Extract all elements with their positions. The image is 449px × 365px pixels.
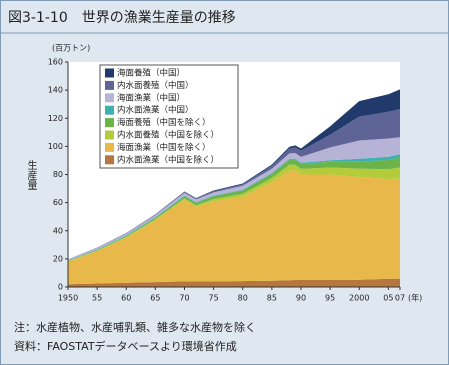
- x-tick-label: 70: [179, 294, 189, 303]
- x-tick-label: 2000: [349, 294, 369, 303]
- legend-label: 海面漁業（中国を除く）: [117, 142, 211, 153]
- legend-swatch: [105, 93, 114, 103]
- area: [68, 164, 400, 262]
- x-tick-label: 85: [267, 294, 277, 303]
- x-tick-label: 05: [383, 294, 393, 303]
- x-tick-label: 55: [92, 294, 102, 303]
- area: [68, 278, 400, 287]
- x-tick-label: 1950: [58, 294, 78, 303]
- legend-label: 内水面漁業（中国）: [117, 105, 194, 116]
- legend: 海面養殖（中国）内水面養殖（中国）海面漁業（中国） 内水面漁業（中国）海面養殖（中…: [99, 64, 239, 169]
- y-tick-label: 0: [58, 283, 63, 292]
- legend-label: 海面養殖（中国を除く）: [117, 117, 211, 128]
- legend-swatch: [105, 155, 114, 165]
- legend-label: 内水面漁業（中国を除く）: [117, 154, 219, 165]
- x-tick-label: 90: [296, 294, 306, 303]
- area: [68, 109, 400, 260]
- area: [68, 170, 400, 285]
- y-tick-label: 80: [53, 170, 63, 179]
- legend-swatch: [105, 130, 114, 140]
- legend-label: 内水面養殖（中国）: [117, 80, 194, 91]
- y-unit: (百万トン): [52, 44, 90, 53]
- note: 注：水産植物、水産哺乳類、雑多な水産物を除く: [14, 320, 256, 334]
- legend-label: 内水面養殖（中国を除く）: [117, 130, 219, 141]
- area: [68, 89, 400, 260]
- legend-swatch: [105, 142, 114, 152]
- x-unit: (年): [408, 293, 422, 303]
- y-tick-label: 20: [53, 254, 63, 263]
- x-tick-label: 07: [395, 294, 405, 303]
- x-tick-label: 60: [121, 294, 131, 303]
- x-tick-label: 80: [238, 294, 248, 303]
- y-axis-label: 生産量: [25, 159, 37, 190]
- note: 資料：FAOSTATデータベースより環境省作成: [14, 339, 237, 353]
- legend-label: 海面漁業（中国）: [117, 92, 185, 103]
- y-tick-label: 100: [48, 142, 63, 151]
- legend-swatch: [105, 80, 114, 90]
- legend-swatch: [105, 68, 114, 78]
- x-tick-label: 75: [209, 294, 219, 303]
- x-tick-label: 95: [325, 294, 335, 303]
- y-tick-label: 140: [48, 86, 63, 95]
- chart-title: 図3-1-10 世界の漁業生産量の推移: [8, 10, 236, 26]
- y-tick-label: 40: [53, 226, 63, 235]
- area: [68, 137, 400, 261]
- area: [68, 157, 400, 262]
- y-tick-label: 60: [53, 198, 63, 207]
- legend-box: [99, 64, 239, 169]
- legend-swatch: [105, 118, 114, 128]
- x-tick-label: 65: [150, 294, 160, 303]
- y-tick-label: 120: [48, 114, 63, 123]
- legend-label: 海面養殖（中国）: [117, 68, 185, 79]
- legend-swatch: [105, 105, 114, 115]
- y-tick-label: 160: [48, 58, 63, 67]
